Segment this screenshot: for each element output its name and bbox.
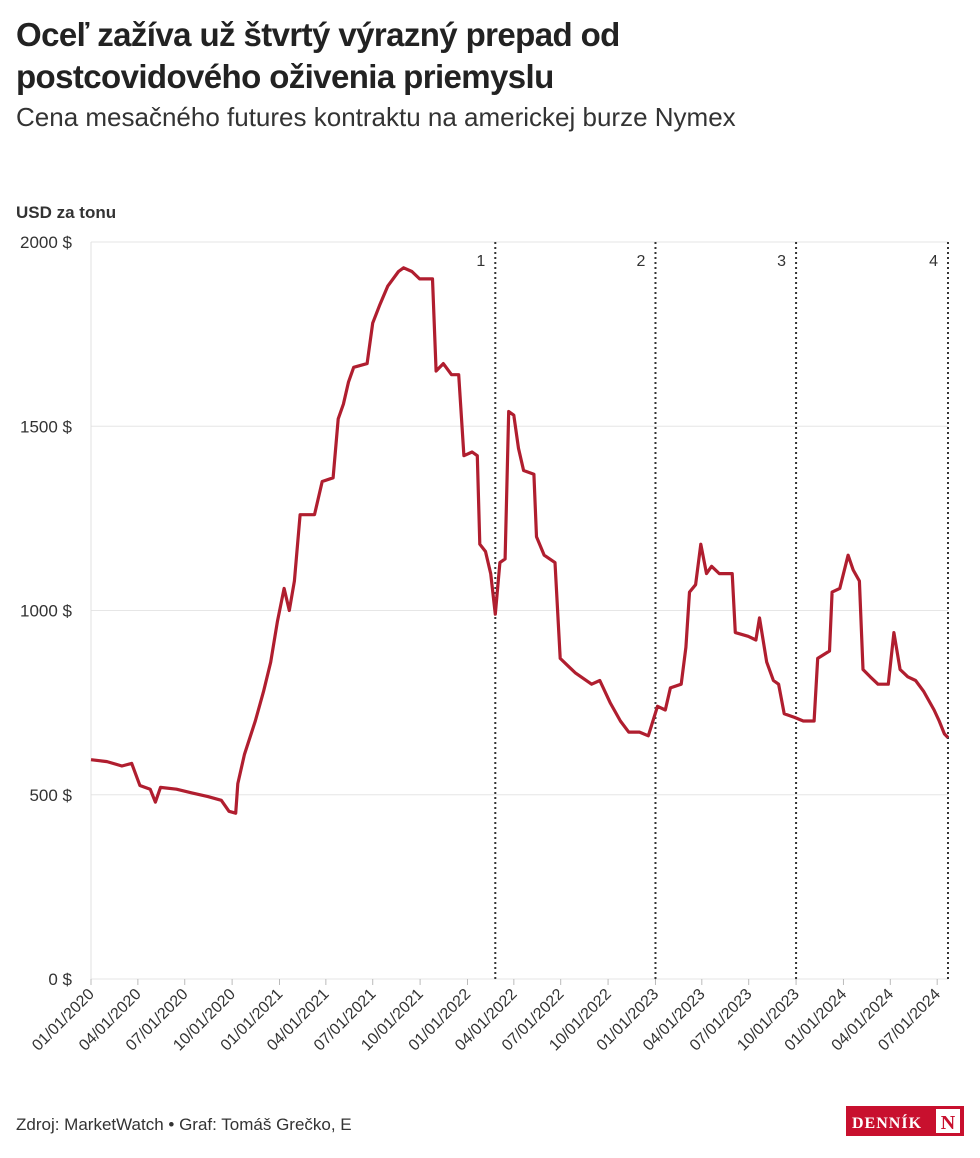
y-tick-label: 1000 $ xyxy=(20,602,73,621)
logo-mark-box xyxy=(936,1109,960,1133)
logo-mark: N xyxy=(941,1112,956,1134)
y-tick-label: 1500 $ xyxy=(20,417,73,436)
logo-text: DENNÍK xyxy=(852,1113,922,1132)
source: Zdroj: MarketWatch • Graf: Tomáš Grečko,… xyxy=(16,1115,352,1134)
event-label: 4 xyxy=(929,253,938,270)
event-label: 1 xyxy=(476,253,485,270)
event-label: 2 xyxy=(637,253,646,270)
event-label: 3 xyxy=(777,253,786,270)
header: Oceľ zažíva už štvrtý výrazný prepad od … xyxy=(16,14,966,134)
y-axis-label: USD za tonu xyxy=(16,203,116,222)
y-tick-label: 2000 $ xyxy=(20,233,73,252)
line-series xyxy=(90,266,950,815)
chart-subtitle: Cena mesačného futures kontraktu na amer… xyxy=(16,102,736,132)
y-tick-label: 0 $ xyxy=(48,970,72,989)
chart-title: Oceľ zažíva už štvrtý výrazný prepad od … xyxy=(16,16,620,95)
y-tick-label: 500 $ xyxy=(29,786,72,805)
